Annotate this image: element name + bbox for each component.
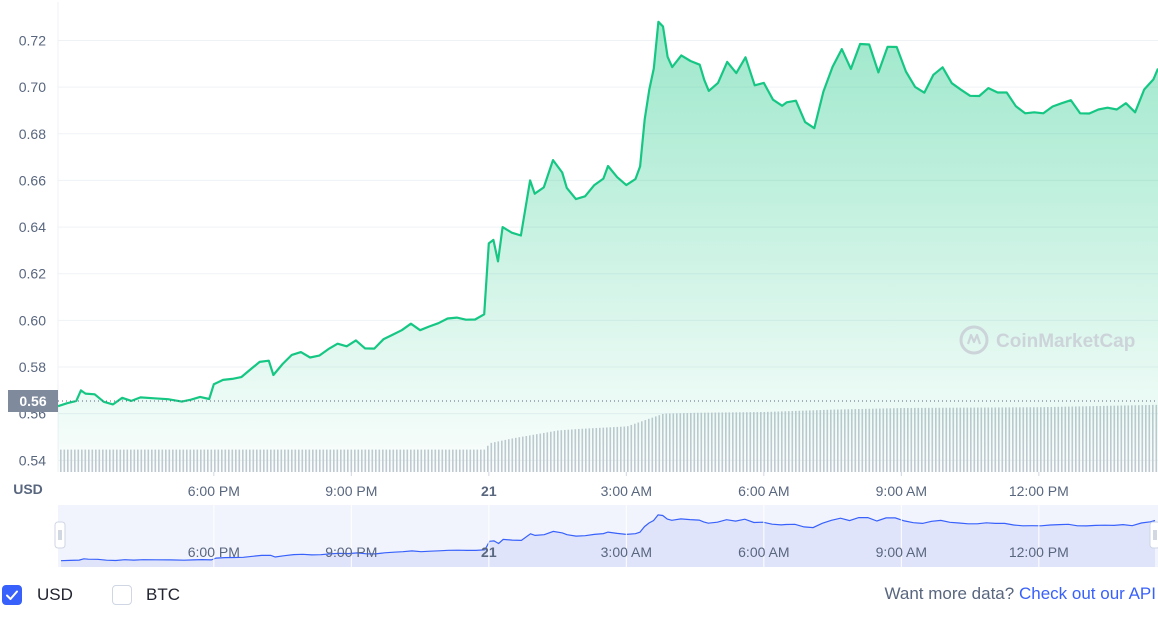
watermark-text: CoinMarketCap bbox=[996, 331, 1135, 352]
navigator-tick-label: 3:00 AM bbox=[601, 544, 652, 560]
price-area bbox=[58, 21, 1158, 473]
range-navigator[interactable]: 6:00 PM 9:00 PM 21 3:00 AM 6:00 AM 9:00 AM 12:… bbox=[54, 505, 1158, 567]
coinmarketcap-icon bbox=[959, 325, 989, 355]
y-tick-label: 0.62 bbox=[19, 266, 46, 282]
usd-checkbox[interactable] bbox=[2, 585, 22, 605]
x-tick-label: 21 bbox=[481, 483, 497, 499]
checkmark-icon bbox=[6, 590, 18, 600]
navigator-line bbox=[60, 514, 1156, 562]
price-chart-svg[interactable]: 0.72 0.70 0.68 0.66 0.64 0.62 0.60 0.58 0.56 0.54… bbox=[0, 0, 1158, 575]
x-tick-label: 9:00 PM bbox=[325, 483, 377, 499]
btc-checkbox[interactable] bbox=[112, 585, 132, 605]
x-tick-label: 3:00 AM bbox=[601, 483, 652, 499]
navigator-tick-label: 6:00 PM bbox=[188, 544, 240, 560]
current-price-badge bbox=[8, 390, 58, 412]
y-tick-label: 0.64 bbox=[19, 219, 46, 235]
api-promo: Want more data? Check out our API bbox=[884, 584, 1156, 604]
watermark-logo: CoinMarketCap bbox=[959, 325, 1135, 355]
navigator-tick-label: 6:00 AM bbox=[738, 544, 789, 560]
x-tick-label: 9:00 AM bbox=[876, 483, 927, 499]
handle-grip[interactable] bbox=[54, 521, 66, 549]
navigator-tick-label: 9:00 PM bbox=[325, 544, 377, 560]
watermark-glyph bbox=[966, 333, 982, 345]
y-tick-label: 0.68 bbox=[19, 126, 46, 142]
usd-checkbox-label[interactable]: USD bbox=[37, 585, 73, 604]
y-tick-label: 0.70 bbox=[19, 79, 46, 95]
navigator-left-handle[interactable] bbox=[54, 521, 66, 549]
x-tick-label: 6:00 PM bbox=[188, 483, 240, 499]
navigator-tick-label: 21 bbox=[481, 544, 497, 560]
y-tick-label: 0.58 bbox=[19, 359, 46, 375]
navigator-right-handle[interactable] bbox=[1149, 521, 1158, 549]
x-tick-label: 6:00 AM bbox=[738, 483, 789, 499]
btc-checkbox-label[interactable]: BTC bbox=[146, 585, 180, 604]
navigator-tick-label: 12:00 PM bbox=[1009, 544, 1069, 560]
x-tick-label: 12:00 PM bbox=[1009, 483, 1069, 499]
price-line[interactable] bbox=[57, 20, 1158, 408]
y-tick-label: 0.72 bbox=[19, 32, 46, 48]
chart-footer: USD BTC Want more data? Check out our AP… bbox=[0, 578, 1158, 614]
navigator-tick-label: 9:00 AM bbox=[876, 544, 927, 560]
api-link[interactable]: Check out our API bbox=[1018, 584, 1156, 603]
price-chart[interactable]: 0.72 0.70 0.68 0.66 0.64 0.62 0.60 0.58 0.56 0.54… bbox=[0, 0, 1158, 575]
y-tick-label: 0.54 bbox=[19, 452, 46, 468]
api-prompt-text: Want more data? bbox=[884, 584, 1015, 603]
current-price-label: 0.56 bbox=[19, 393, 46, 409]
currency-axis-label: USD bbox=[13, 481, 43, 497]
y-tick-label: 0.60 bbox=[19, 312, 46, 328]
y-tick-label: 0.66 bbox=[19, 172, 46, 188]
